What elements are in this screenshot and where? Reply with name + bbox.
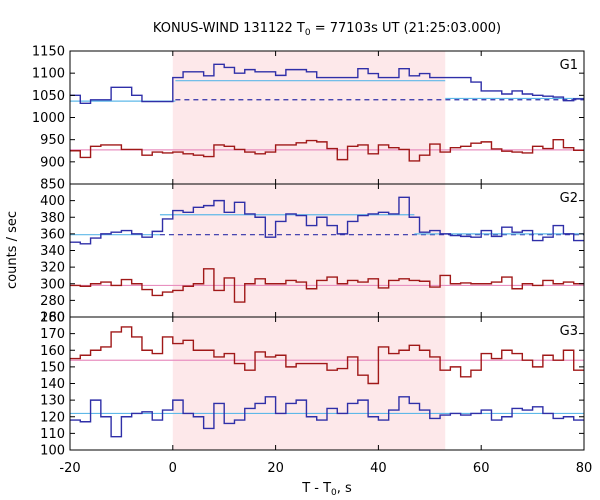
axes-frame-layer [69,50,585,451]
text-layer: 8509009501000105011001150G12602803003203… [5,21,592,498]
panel-label-g1: G1 [560,58,578,73]
ytick-label: 1000 [32,111,65,126]
xtick-label: 0 [169,461,177,476]
highlight-interval [172,51,446,450]
xtick-label: 20 [267,461,284,476]
panel-label-g2: G2 [560,191,578,206]
xtick-label: 80 [576,461,593,476]
dashed-reference-layer [159,99,584,236]
panel-g1-blue-series [70,63,584,105]
ytick-label: 1100 [32,67,65,82]
xtick-label: 40 [370,461,387,476]
ytick-label: 100 [40,444,65,459]
series-layer [70,63,584,438]
ytick-label: 280 [40,294,65,309]
panel-g3-blue-series [70,396,584,438]
panel-g3-red-series [70,326,584,385]
ytick-label: 120 [40,410,65,425]
ytick-label: 950 [40,133,65,148]
chart-title: KONUS-WIND 131122 T0 = 77103s UT (21:25:… [153,21,501,38]
ytick-label: 1150 [32,45,65,60]
x-axis-label: T - T0, s [301,481,352,498]
ytick-label: 160 [40,344,65,359]
ytick-label: 380 [40,211,65,226]
ytick-label: 320 [40,261,65,276]
ytick-label: 150 [40,360,65,375]
ytick-label: 360 [40,227,65,242]
ytick-label: 140 [40,377,65,392]
ytick-label: 900 [40,155,65,170]
panel-g1-red-series [70,138,584,162]
ytick-label: 850 [40,178,65,193]
y-axis-label: counts / sec [5,211,20,289]
ytick-label: 110 [40,427,65,442]
xtick-label: 60 [473,461,490,476]
highlight-layer [172,51,446,450]
xtick-label: -20 [59,461,80,476]
ytick-label: 130 [40,394,65,409]
ytick-label: 400 [40,194,65,209]
panel-label-g3: G3 [560,324,578,339]
ytick-label: 170 [40,327,65,342]
ytick-label: 340 [40,244,65,259]
panel-g2-red-series [70,268,584,303]
ytick-label: 300 [40,277,65,292]
panel-g2-blue-series [70,196,584,245]
ytick-label: 180 [40,311,65,326]
ytick-label: 1050 [32,89,65,104]
ytick-label: 260 [40,311,65,326]
